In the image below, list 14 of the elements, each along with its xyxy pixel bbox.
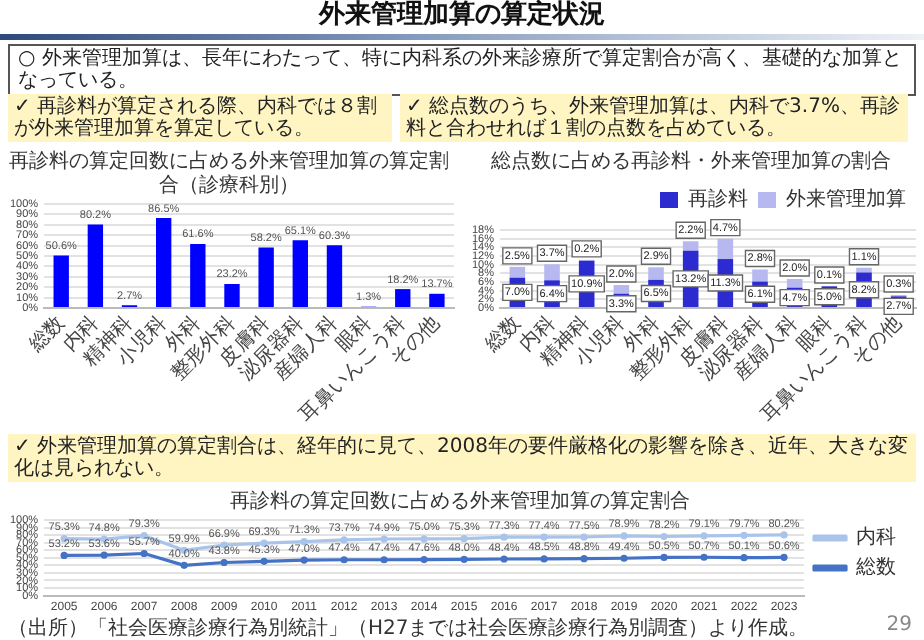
legend-label: 総数 [854,555,896,580]
legend-label: 内科 [856,525,896,550]
legend-label: 再診料 [688,187,748,212]
text: （出所）「社会医療診療行為別統計」（H27までは社会医療診療行為別調査）より作成。 [8,618,809,640]
text: ✓ 外来管理加算の算定割合は、経年的に見て、2008年の要件厳格化の影響を除き、近年、大きな変化は見られない。 [8,434,916,482]
legend-label: 外来管理加算 [786,187,906,212]
chart-title: 再診料の算定回数に占める外来管理加算の算定割合（診療科別） [9,149,449,198]
text: ○ 外来管理加算は、長年にわたって、特に内科系の外来診療所で算定割合が高く、基礎的な加算となっている。 [8,44,916,96]
text: 外来管理加算の算定状況 [316,0,607,32]
text: ✓ 総点数のうち、外来管理加算は、内科で3.7%、再診料と合わせれば１割の点数を占めている。 [400,94,908,142]
text: ✓ 再診料が算定される際、内科では８割が外来管理加算を算定している。 [8,94,392,142]
chart-title: 総点数に占める再診料・外来管理加算の割合 [489,149,891,174]
chart-title: 再診料の算定回数に占める外来管理加算の算定割合 [230,489,690,514]
text: 29 [886,614,912,636]
